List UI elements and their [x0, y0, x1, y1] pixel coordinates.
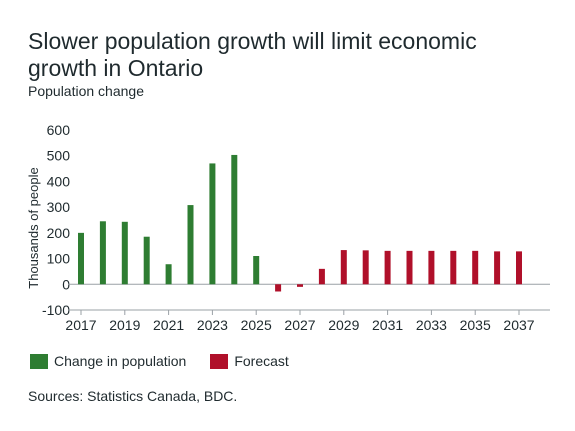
x-tick-label: 2031 — [372, 317, 403, 333]
bar-actual-2024 — [231, 154, 238, 285]
x-tick-label: 2037 — [503, 317, 534, 333]
bar-forecast-2033 — [428, 250, 435, 285]
bar-forecast-2035 — [472, 250, 479, 285]
bar-actual-2022 — [187, 205, 194, 285]
legend-label-actual: Change in population — [54, 353, 187, 369]
x-tick-label: 2019 — [109, 317, 140, 333]
x-tick-label: 2033 — [416, 317, 447, 333]
chart-title: Slower population growth will limit econ… — [28, 28, 477, 81]
x-tick-label: 2025 — [241, 317, 272, 333]
chart-legend: Change in population Forecast — [30, 353, 313, 369]
bar-actual-2018 — [99, 221, 106, 285]
y-tick-label: -100 — [42, 302, 70, 318]
x-tick-label: 2027 — [284, 317, 315, 333]
bar-forecast-2036 — [494, 251, 501, 285]
y-tick-label: 600 — [47, 122, 71, 138]
source-note: Sources: Statistics Canada, BDC. — [28, 388, 238, 404]
legend-swatch-actual — [30, 353, 48, 369]
x-tick-label: 2029 — [328, 317, 359, 333]
legend-item-actual: Change in population — [30, 353, 186, 369]
bar-actual-2025 — [253, 256, 260, 285]
bar-forecast-2032 — [406, 250, 413, 285]
x-tick-label: 2017 — [65, 317, 96, 333]
x-tick-label: 2023 — [197, 317, 228, 333]
y-tick-label: 200 — [47, 225, 71, 241]
y-axis-label: Thousands of people — [26, 167, 41, 288]
chart-subtitle: Population change — [28, 83, 144, 99]
bar-forecast-2027 — [297, 284, 303, 287]
bar-actual-2019 — [121, 221, 128, 285]
bar-actual-2023 — [209, 163, 216, 285]
legend-label-forecast: Forecast — [234, 353, 289, 369]
bar-forecast-2028 — [318, 268, 325, 285]
legend-item-forecast: Forecast — [210, 353, 289, 369]
y-tick-label: 300 — [47, 199, 71, 215]
y-tick-label: 100 — [47, 251, 71, 267]
bar-forecast-2031 — [384, 250, 391, 285]
bar-forecast-2029 — [340, 250, 347, 285]
bar-forecast-2026 — [275, 284, 282, 292]
y-tick-label: 500 — [47, 148, 71, 164]
bar-actual-2017 — [78, 232, 84, 285]
y-tick-label: 0 — [62, 276, 70, 292]
x-tick-label: 2035 — [460, 317, 491, 333]
x-tick-label: 2021 — [153, 317, 184, 333]
bar-forecast-2037 — [516, 251, 522, 285]
bar-actual-2021 — [165, 264, 172, 285]
bar-forecast-2030 — [362, 250, 369, 285]
y-tick-label: 400 — [47, 173, 71, 189]
legend-swatch-forecast — [210, 353, 229, 369]
bar-actual-2020 — [143, 236, 150, 285]
bar-forecast-2034 — [450, 250, 457, 285]
